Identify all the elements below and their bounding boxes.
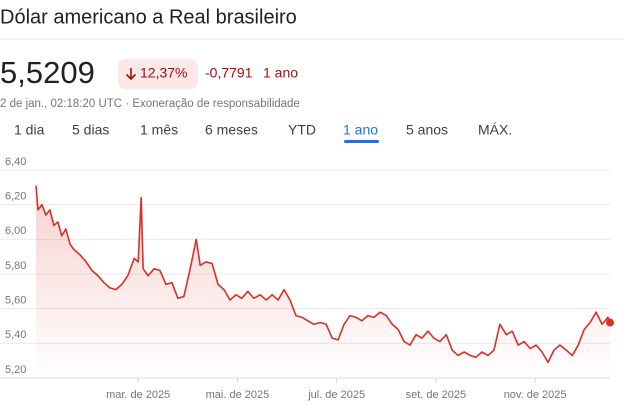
y-tick-label: 5,80	[5, 260, 26, 272]
plot: 5,20 5,40 5,60 5,80 6,00 6,20 6,40 mar. de 2025…	[0, 156, 614, 401]
y-tick-label: 6,40	[5, 156, 26, 168]
range-tabs: 1 dia 5 dias 1 mês 6 meses YTD 1 ano 5 anos MÁX…	[14, 122, 512, 143]
change-badge	[118, 59, 198, 89]
change-period: 1 ano	[263, 65, 298, 81]
change-percent: 12,37%	[140, 65, 187, 81]
last-point	[606, 318, 614, 327]
y-tick-label: 6,20	[5, 191, 26, 203]
range-tab[interactable]: 5 dias	[72, 122, 109, 138]
x-tick-label: mar. de 2025	[106, 389, 170, 401]
x-tick-label: mai. de 2025	[206, 389, 270, 401]
range-tab[interactable]: MÁX.	[478, 122, 512, 138]
price-area	[36, 185, 610, 378]
x-tick-label: jul. de 2025	[307, 389, 365, 401]
y-tick-label: 6,00	[5, 225, 26, 237]
change-value: -0,7791	[205, 65, 253, 81]
timestamp: 2 de jan., 02:18:20 UTC · Exoneração de …	[0, 98, 300, 110]
title: Dólar americano a Real brasileiro	[0, 6, 297, 28]
down-arrow-icon	[125, 68, 137, 81]
x-tick-label: set. de 2025	[406, 389, 467, 401]
y-tick-label: 5,40	[5, 329, 26, 341]
selected-tab-indicator	[344, 140, 380, 143]
price: 5,5209	[0, 55, 95, 90]
range-tab[interactable]: YTD	[288, 122, 316, 138]
range-tab[interactable]: 6 meses	[205, 122, 258, 138]
range-tab[interactable]: 5 anos	[406, 122, 448, 138]
range-tab[interactable]: 1 dia	[14, 122, 45, 138]
x-tick-label: nov. de 2025	[504, 389, 567, 401]
range-tab[interactable]: 1 mês	[140, 122, 178, 138]
y-tick-label: 5,60	[5, 295, 26, 307]
y-tick-label: 5,20	[5, 364, 26, 376]
range-tab[interactable]: 1 ano	[343, 122, 378, 138]
price-line	[35, 185, 611, 364]
